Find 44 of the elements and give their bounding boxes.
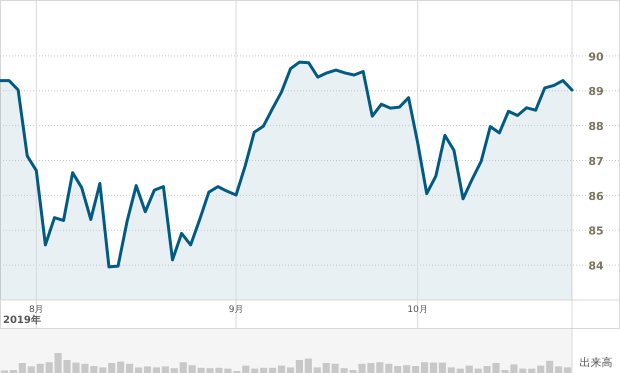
y-axis-title: 出来高 bbox=[580, 356, 612, 369]
y-tick-label: 88 bbox=[588, 120, 604, 134]
bar bbox=[54, 353, 62, 373]
bar bbox=[501, 370, 509, 373]
bar bbox=[278, 366, 286, 373]
bar bbox=[134, 367, 142, 373]
bar bbox=[296, 360, 303, 373]
bar bbox=[492, 363, 500, 373]
bar bbox=[215, 368, 223, 373]
bar bbox=[269, 368, 276, 373]
bar bbox=[438, 362, 446, 373]
bar bbox=[555, 366, 562, 373]
x-tick-label: 10月 bbox=[407, 305, 428, 315]
bar bbox=[286, 367, 294, 373]
bar bbox=[81, 364, 88, 373]
bar bbox=[420, 362, 428, 373]
bar bbox=[367, 363, 374, 373]
bar bbox=[510, 364, 518, 373]
y-tick-label: 90 bbox=[588, 50, 604, 64]
x-axis-title: 2019年 bbox=[3, 314, 41, 326]
y-tick-label: 86 bbox=[588, 190, 604, 203]
bar bbox=[484, 366, 491, 373]
bar bbox=[198, 368, 205, 373]
bar bbox=[340, 368, 348, 373]
bar bbox=[152, 367, 160, 373]
bar bbox=[224, 368, 232, 373]
bar bbox=[0, 370, 8, 373]
y-tick-label: 84 bbox=[588, 260, 604, 273]
bar bbox=[126, 364, 134, 373]
bar bbox=[564, 367, 572, 373]
bar bbox=[63, 360, 71, 373]
bar bbox=[430, 362, 438, 373]
x-tick-label: 9月 bbox=[228, 305, 244, 315]
y-tick-label: 89 bbox=[588, 85, 604, 98]
bar bbox=[206, 368, 214, 373]
bar bbox=[412, 366, 420, 373]
bar bbox=[144, 366, 152, 373]
y-tick-label: 85 bbox=[588, 224, 604, 238]
x-tick-label: 8月 bbox=[28, 305, 44, 315]
bar bbox=[349, 370, 357, 373]
bar bbox=[10, 370, 17, 373]
y-tick-label: 87 bbox=[588, 154, 604, 168]
bar bbox=[358, 364, 366, 373]
bar bbox=[72, 362, 80, 373]
